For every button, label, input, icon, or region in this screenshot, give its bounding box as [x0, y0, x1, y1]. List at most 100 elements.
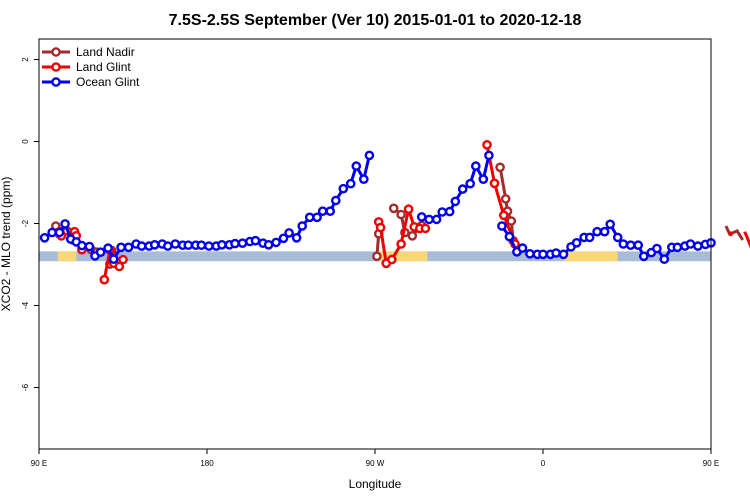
y-axis-label: XCO2 - MLO trend (ppm)	[0, 177, 13, 312]
data-point	[250, 235, 261, 246]
data-point	[386, 254, 397, 265]
legend-item: Land Glint	[42, 60, 131, 74]
data-point	[465, 178, 476, 189]
data-point	[196, 240, 207, 250]
data-point	[484, 150, 494, 161]
series-line	[724, 225, 744, 241]
data-point	[47, 227, 57, 238]
data-point	[149, 239, 160, 250]
x-tick-label: 180	[200, 459, 214, 468]
data-point	[204, 241, 214, 251]
data-point	[584, 232, 595, 243]
data-point	[495, 162, 505, 173]
data-point	[330, 195, 341, 206]
data-point	[345, 178, 356, 189]
data-point	[118, 254, 128, 265]
data-point	[271, 237, 281, 248]
data-point	[431, 214, 442, 225]
data-point	[599, 226, 610, 237]
data-point	[396, 239, 406, 249]
data-point	[372, 251, 382, 262]
legend-label: Land Glint	[76, 60, 131, 74]
data-point	[237, 238, 248, 248]
y-tick-label: -6	[21, 383, 30, 391]
data-point	[263, 239, 274, 250]
data-point	[444, 206, 455, 217]
data-point	[230, 238, 240, 249]
land-segment	[65, 251, 77, 262]
data-point	[612, 232, 623, 243]
legend-swatch-marker	[51, 47, 61, 57]
data-point	[416, 212, 427, 222]
data-point	[538, 249, 548, 260]
data-point	[618, 239, 629, 249]
data-point	[99, 274, 110, 285]
data-point	[672, 242, 683, 253]
data-point	[506, 216, 517, 226]
x-tick-label: 90 E	[703, 459, 719, 468]
data-point	[403, 204, 414, 214]
data-point	[685, 239, 696, 249]
data-point	[457, 184, 468, 194]
data-point	[558, 249, 569, 260]
data-point	[605, 219, 616, 230]
data-point	[95, 247, 106, 257]
data-point	[517, 243, 528, 253]
data-point	[297, 221, 308, 231]
data-point	[497, 221, 507, 231]
data-point	[77, 240, 87, 251]
series-ocean-glint	[39, 150, 716, 265]
data-point	[358, 174, 369, 184]
data-point	[500, 194, 511, 204]
data-point	[525, 248, 535, 259]
y-axis: 2 0 -2 -4 -6	[21, 57, 39, 391]
data-point	[639, 251, 649, 262]
x-tick-label: 90 E	[31, 459, 47, 468]
data-point	[54, 227, 65, 238]
data-point	[291, 232, 302, 243]
y-tick-label: -2	[21, 219, 30, 227]
legend-label: Land Nadir	[76, 45, 135, 59]
data-point	[375, 222, 386, 233]
series-line	[485, 144, 517, 245]
data-point	[551, 248, 561, 258]
series-line	[728, 231, 733, 237]
x-tick-label: 90 W	[366, 459, 385, 468]
data-point	[693, 241, 703, 251]
data-point	[659, 254, 670, 265]
data-point	[470, 161, 481, 171]
data-point	[217, 239, 227, 250]
land-segment	[375, 251, 428, 262]
data-point	[351, 161, 362, 171]
series-land-glint	[54, 139, 750, 285]
data-point	[396, 209, 406, 220]
data-point	[407, 230, 418, 241]
chart-title: 7.5S-2.5S September (Ver 10) 2015-01-01 …	[169, 12, 582, 29]
series-layer	[39, 139, 750, 285]
data-point	[284, 228, 294, 238]
land-segment	[563, 251, 618, 262]
data-point	[123, 242, 134, 253]
data-point	[420, 223, 431, 234]
data-point	[592, 226, 602, 237]
legend-label: Ocean Glint	[76, 75, 140, 89]
data-point	[450, 196, 461, 207]
data-point	[437, 207, 448, 217]
data-point	[571, 237, 582, 248]
legend-swatch-marker	[51, 77, 61, 87]
data-point	[170, 239, 181, 249]
data-point	[60, 219, 70, 229]
data-point	[388, 203, 399, 214]
legend-item: Ocean Glint	[42, 75, 140, 89]
data-point	[183, 240, 194, 250]
data-point	[338, 183, 349, 194]
data-point	[325, 206, 336, 216]
series-line	[743, 231, 750, 249]
data-point	[162, 241, 173, 251]
data-point	[633, 240, 644, 250]
data-point	[103, 243, 113, 253]
data-point	[652, 243, 662, 254]
data-point	[116, 242, 126, 253]
